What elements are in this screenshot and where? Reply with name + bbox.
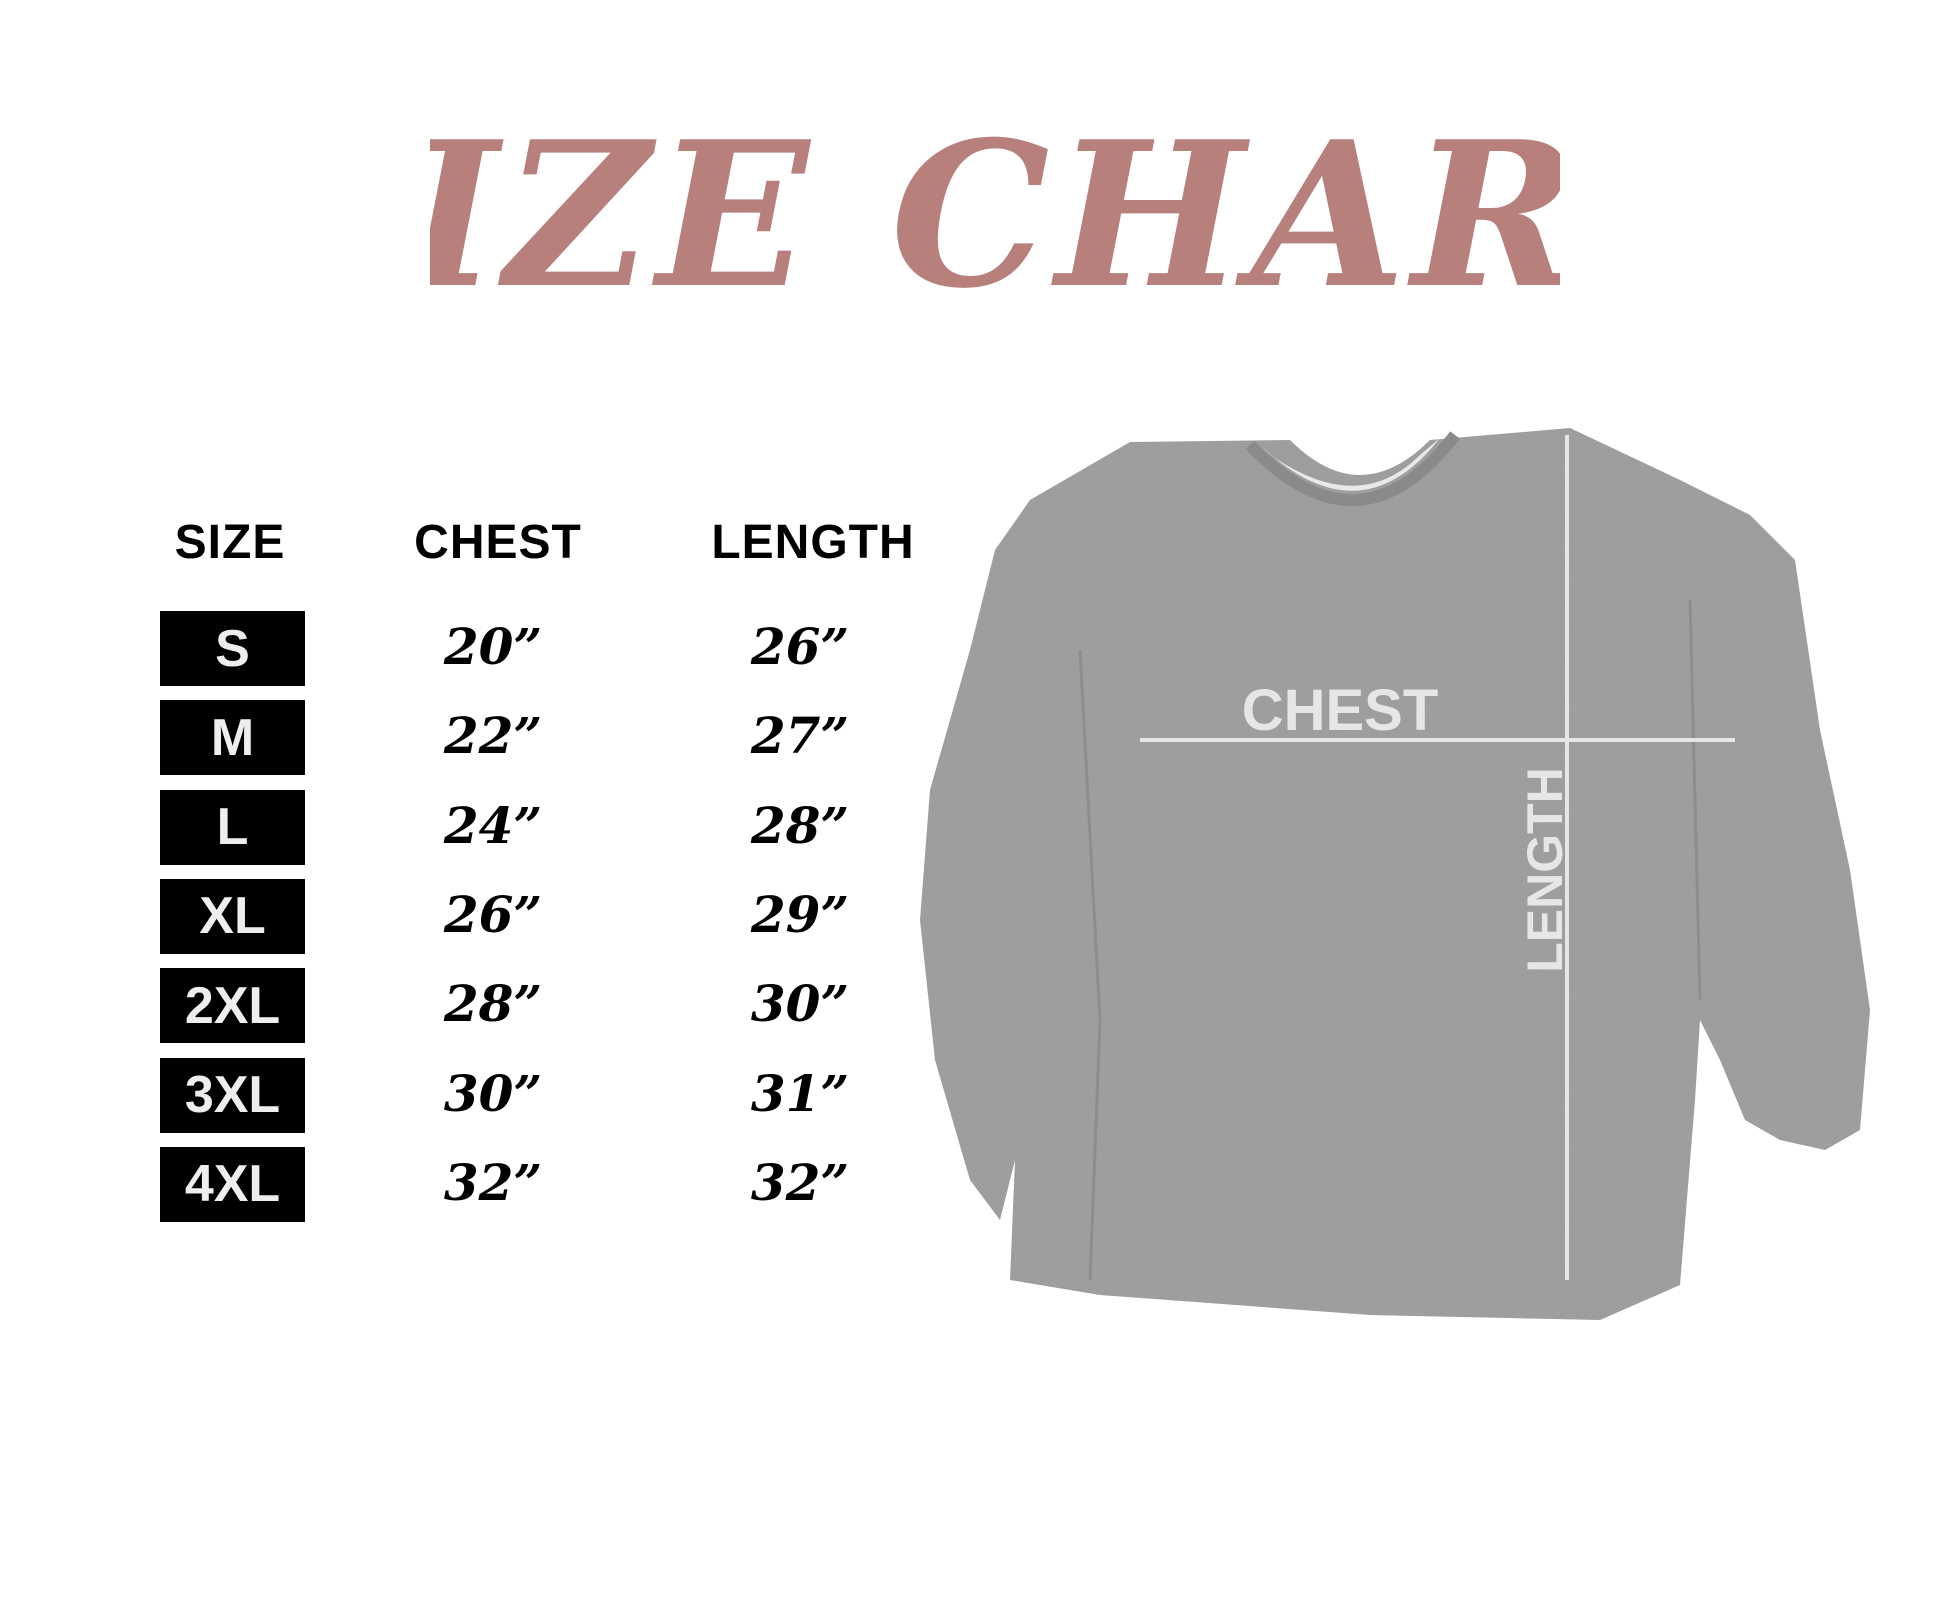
chest-value: 24” bbox=[443, 795, 543, 855]
header-size: SIZE bbox=[174, 516, 286, 569]
chest-value: 26” bbox=[443, 884, 543, 944]
length-value: 26” bbox=[750, 617, 850, 676]
size-label-s: S bbox=[160, 611, 305, 686]
size-label-xl: XL bbox=[160, 878, 305, 954]
header-length: LENGTH bbox=[711, 516, 915, 569]
length-value: 30” bbox=[750, 974, 850, 1034]
size-label-m: M bbox=[160, 700, 305, 776]
size-label-3xl: 3XL bbox=[160, 1057, 305, 1133]
sweatshirt-image bbox=[920, 428, 1870, 1320]
sweatshirt-diagram: CHEST LENGTH bbox=[920, 428, 1870, 1320]
length-value: 27” bbox=[750, 706, 850, 766]
chest-value: 32” bbox=[443, 1152, 543, 1212]
chest-value: 28” bbox=[443, 974, 543, 1034]
length-value: 29” bbox=[750, 884, 850, 944]
length-value: 31” bbox=[750, 1063, 850, 1123]
chest-label: CHEST bbox=[1242, 678, 1439, 743]
chest-value: 30” bbox=[443, 1063, 543, 1123]
size-chart-title: SIZE CHART bbox=[430, 100, 1560, 320]
length-label: LENGTH bbox=[1517, 767, 1573, 973]
header-chest: CHEST bbox=[414, 516, 582, 569]
chest-value: 22” bbox=[443, 706, 543, 766]
chest-value: 20” bbox=[443, 617, 543, 676]
length-value: 28” bbox=[750, 795, 850, 855]
size-label-l: L bbox=[160, 789, 305, 865]
title-text: SIZE CHART bbox=[430, 100, 1560, 320]
size-label-4xl: 4XL bbox=[160, 1146, 305, 1222]
size-label-2xl: 2XL bbox=[160, 968, 305, 1044]
length-value: 32” bbox=[750, 1152, 850, 1212]
